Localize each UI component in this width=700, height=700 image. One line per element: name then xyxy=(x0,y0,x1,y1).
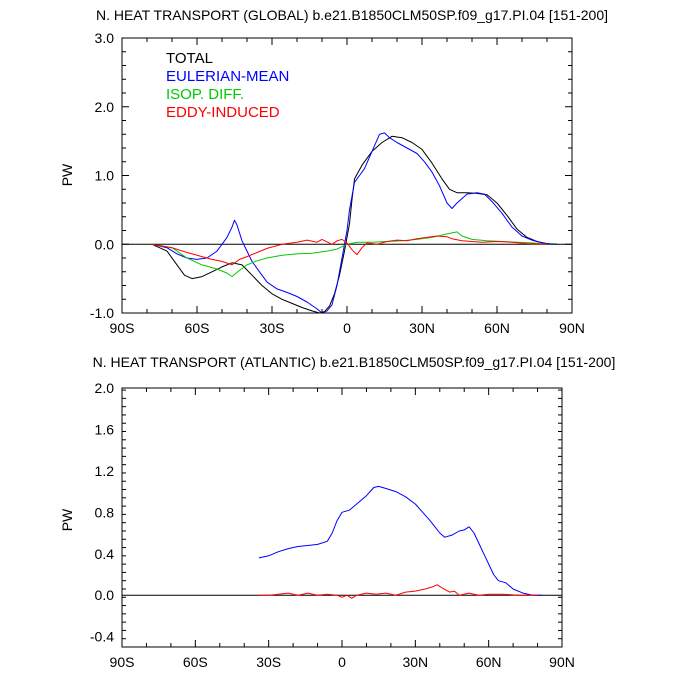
atlantic-series-line-1 xyxy=(258,584,538,599)
legend-eddy-induced: EDDY-INDUCED xyxy=(166,104,280,121)
global-y-tick-label: 3.0 xyxy=(95,30,115,46)
global-x-tick-label: 90S xyxy=(110,320,135,336)
global-y-tick-label: -1.0 xyxy=(90,305,114,321)
atlantic-y-tick-label: 0.0 xyxy=(95,587,115,603)
global-legend: TOTAL EULERIAN-MEAN ISOP. DIFF. EDDY-IND… xyxy=(166,50,289,121)
global-x-tick-label: 60S xyxy=(185,320,210,336)
global-chart-title: N. HEAT TRANSPORT (GLOBAL) b.e21.B1850CL… xyxy=(96,7,608,23)
atlantic-y-tick-label: 1.2 xyxy=(95,463,115,479)
legend-isop-diff: ISOP. DIFF. xyxy=(166,86,244,103)
atlantic-x-tick-label: 90S xyxy=(110,654,135,670)
atlantic-y-axis-label: PW xyxy=(59,508,75,531)
atlantic-plot-frame xyxy=(121,387,563,648)
global-x-tick-label: 30N xyxy=(409,320,435,336)
global-panel: N. HEAT TRANSPORT (GLOBAL) b.e21.B1850CL… xyxy=(59,7,608,336)
global-y-axis-label: PW xyxy=(59,163,75,186)
atlantic-x-tick-label: 60N xyxy=(476,654,502,670)
global-x-tick-label: 30S xyxy=(260,320,285,336)
global-series-line-2 xyxy=(151,231,548,278)
global-y-tick-label: 0.0 xyxy=(95,236,115,252)
atlantic-y-tick-label: 1.6 xyxy=(95,421,115,437)
legend-total: TOTAL xyxy=(166,50,213,67)
global-x-tick-label: 60N xyxy=(484,320,510,336)
atlantic-x-tick-label: 0 xyxy=(338,654,346,670)
global-x-tick-label: 90N xyxy=(559,320,585,336)
atlantic-x-tick-label: 30S xyxy=(256,654,281,670)
global-series-line-1 xyxy=(151,132,553,314)
atlantic-x-tick-label: 90N xyxy=(549,654,575,670)
atlantic-y-tick-label: 2.0 xyxy=(95,380,115,396)
global-series-line-3 xyxy=(151,235,548,266)
global-series-line-0 xyxy=(151,135,558,314)
global-y-tick-label: 1.0 xyxy=(95,168,115,184)
atlantic-x-tick-label: 60S xyxy=(183,654,208,670)
legend-eulerian-mean: EULERIAN-MEAN xyxy=(166,68,289,85)
atlantic-y-tick-label: 0.4 xyxy=(95,546,115,562)
atlantic-panel: N. HEAT TRANSPORT (ATLANTIC) b.e21.B1850… xyxy=(59,354,615,670)
atlantic-y-tick-label: -0.4 xyxy=(90,629,114,645)
atlantic-chart-title: N. HEAT TRANSPORT (ATLANTIC) b.e21.B1850… xyxy=(93,354,616,370)
global-x-tick-label: 0 xyxy=(343,320,351,336)
atlantic-y-tick-label: 0.8 xyxy=(95,504,115,520)
atlantic-x-tick-label: 30N xyxy=(402,654,428,670)
global-y-tick-label: 2.0 xyxy=(95,99,115,115)
atlantic-series-line-0 xyxy=(258,485,543,596)
